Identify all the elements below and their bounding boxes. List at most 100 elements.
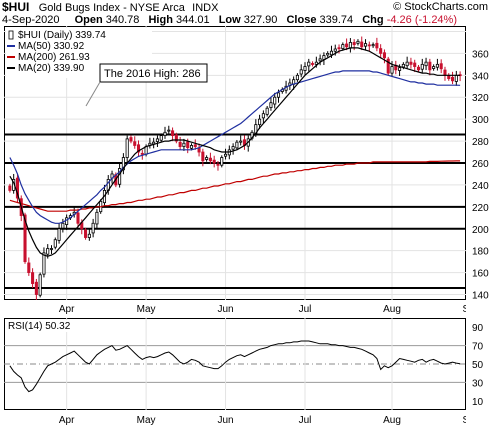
candle-body: [356, 40, 360, 44]
candle-body: [95, 211, 99, 225]
candle-body: [208, 157, 212, 162]
candle-body: [174, 134, 178, 142]
candle-body: [390, 66, 394, 74]
candle-body: [216, 163, 220, 166]
legend-swatch-candle: [8, 30, 14, 40]
candle-body: [231, 146, 235, 150]
candle-body: [269, 102, 273, 108]
candle-body: [379, 48, 383, 54]
open-value: 340.78: [105, 14, 140, 26]
candle-body: [205, 157, 209, 160]
candle-body: [121, 157, 125, 171]
ma20-line: [9, 47, 461, 257]
candle-body: [34, 281, 38, 295]
candle-body: [87, 233, 91, 238]
candle-body: [46, 248, 50, 255]
rsi-chart: RSI(14) 50.32: [4, 318, 466, 410]
candle-body: [363, 43, 368, 47]
rsi-x-tick: Jun: [217, 415, 233, 426]
candle-body: [23, 214, 27, 263]
candle-body: [178, 141, 182, 147]
candle-body: [140, 152, 144, 155]
candle-body: [295, 74, 299, 81]
candle-body: [326, 52, 330, 56]
candle-body: [129, 137, 133, 142]
rsi-label-bg: [6, 320, 92, 332]
candle-body: [167, 129, 171, 132]
candle-body: [163, 131, 167, 136]
symbol: $HUI: [2, 0, 30, 14]
candle-body: [189, 145, 194, 149]
rsi-y-tick: 30: [472, 378, 484, 389]
candle-body: [413, 62, 417, 67]
rsi-x-axis: Apr May Jun Jul Aug Sep: [59, 415, 466, 426]
candle-body: [182, 142, 186, 147]
candle-body: [329, 50, 334, 56]
candle-body: [258, 118, 262, 126]
candle-body: [15, 177, 19, 199]
legend-entry: MA(50) 330.92: [18, 41, 85, 52]
candle-body: [307, 61, 311, 67]
candle-body: [314, 61, 318, 65]
candle-body: [439, 63, 443, 70]
candle-body: [352, 42, 356, 46]
candle-body: [420, 63, 424, 70]
candle-body: [84, 229, 88, 238]
candle-body: [409, 61, 413, 65]
close-value: 339.74: [319, 14, 354, 26]
rsi-y-tick: 90: [472, 323, 484, 334]
candle-body: [424, 61, 428, 67]
candle-body: [49, 248, 54, 250]
rsi-x-tick: Aug: [383, 415, 401, 426]
rsi-y-axis: 90 70 50 30 10: [472, 323, 484, 408]
rsi-y-tick: 70: [472, 342, 484, 353]
annotation-pointer: [85, 81, 101, 107]
price-x-axis: Apr May Jun Jul Aug Sep: [59, 304, 466, 315]
header-title: $HUI Gold Bugs Index - NYSE Arca INDX: [2, 0, 218, 14]
price-y-axis: 140 160 180 200 220 240 260 280 300 320 340 360: [472, 49, 489, 300]
candle-body: [428, 61, 432, 71]
candle-body: [299, 69, 303, 75]
candle-body: [371, 44, 375, 47]
candle-body: [235, 141, 239, 149]
price-x-tick: May: [137, 304, 156, 315]
rsi-y-tick: 10: [472, 397, 484, 408]
quote-line: 4-Sep-2020 Open 340.78 High 344.01 Low 3…: [2, 14, 457, 26]
watermark: © StockCharts.com: [393, 1, 488, 13]
candle-body: [432, 66, 436, 69]
ma50-line: [9, 70, 461, 224]
index-name: Gold Bugs Index - NYSE Arca: [38, 2, 185, 14]
price-y-tick: 340: [472, 71, 489, 82]
candle-body: [220, 157, 224, 166]
candle-body: [57, 228, 61, 241]
candle-body: [401, 63, 405, 68]
price-y-tick: 140: [472, 291, 489, 300]
candle-body: [155, 138, 159, 142]
candle-body: [261, 113, 265, 119]
open-label: Open: [74, 14, 103, 26]
annotation-box: [99, 63, 208, 83]
candle-body: [201, 151, 205, 162]
candle-body: [405, 61, 409, 67]
candle-body: [348, 42, 352, 49]
candle-body: [386, 58, 390, 74]
candle-body: [61, 222, 65, 229]
candle-body: [337, 47, 341, 50]
candle-body: [91, 222, 95, 234]
candle-body: [435, 63, 439, 68]
candle-body: [398, 67, 402, 71]
price-x-tick: Jun: [217, 304, 233, 315]
legend-entry: MA(20) 339.90: [18, 63, 85, 74]
price-y-tick: 320: [472, 93, 489, 104]
high-value: 344.01: [175, 14, 210, 26]
price-y-tick: 260: [472, 159, 489, 170]
price-y-tick: 160: [472, 269, 489, 280]
chg-label: Chg: [362, 14, 384, 26]
price-x-tick: Sep: [463, 304, 466, 315]
candle-body: [311, 63, 315, 65]
rsi-label: RSI(14) 50.32: [8, 321, 71, 332]
candle-body: [133, 141, 137, 146]
high-label: High: [148, 14, 173, 26]
candle-body: [65, 217, 69, 225]
candle-body: [136, 144, 141, 153]
